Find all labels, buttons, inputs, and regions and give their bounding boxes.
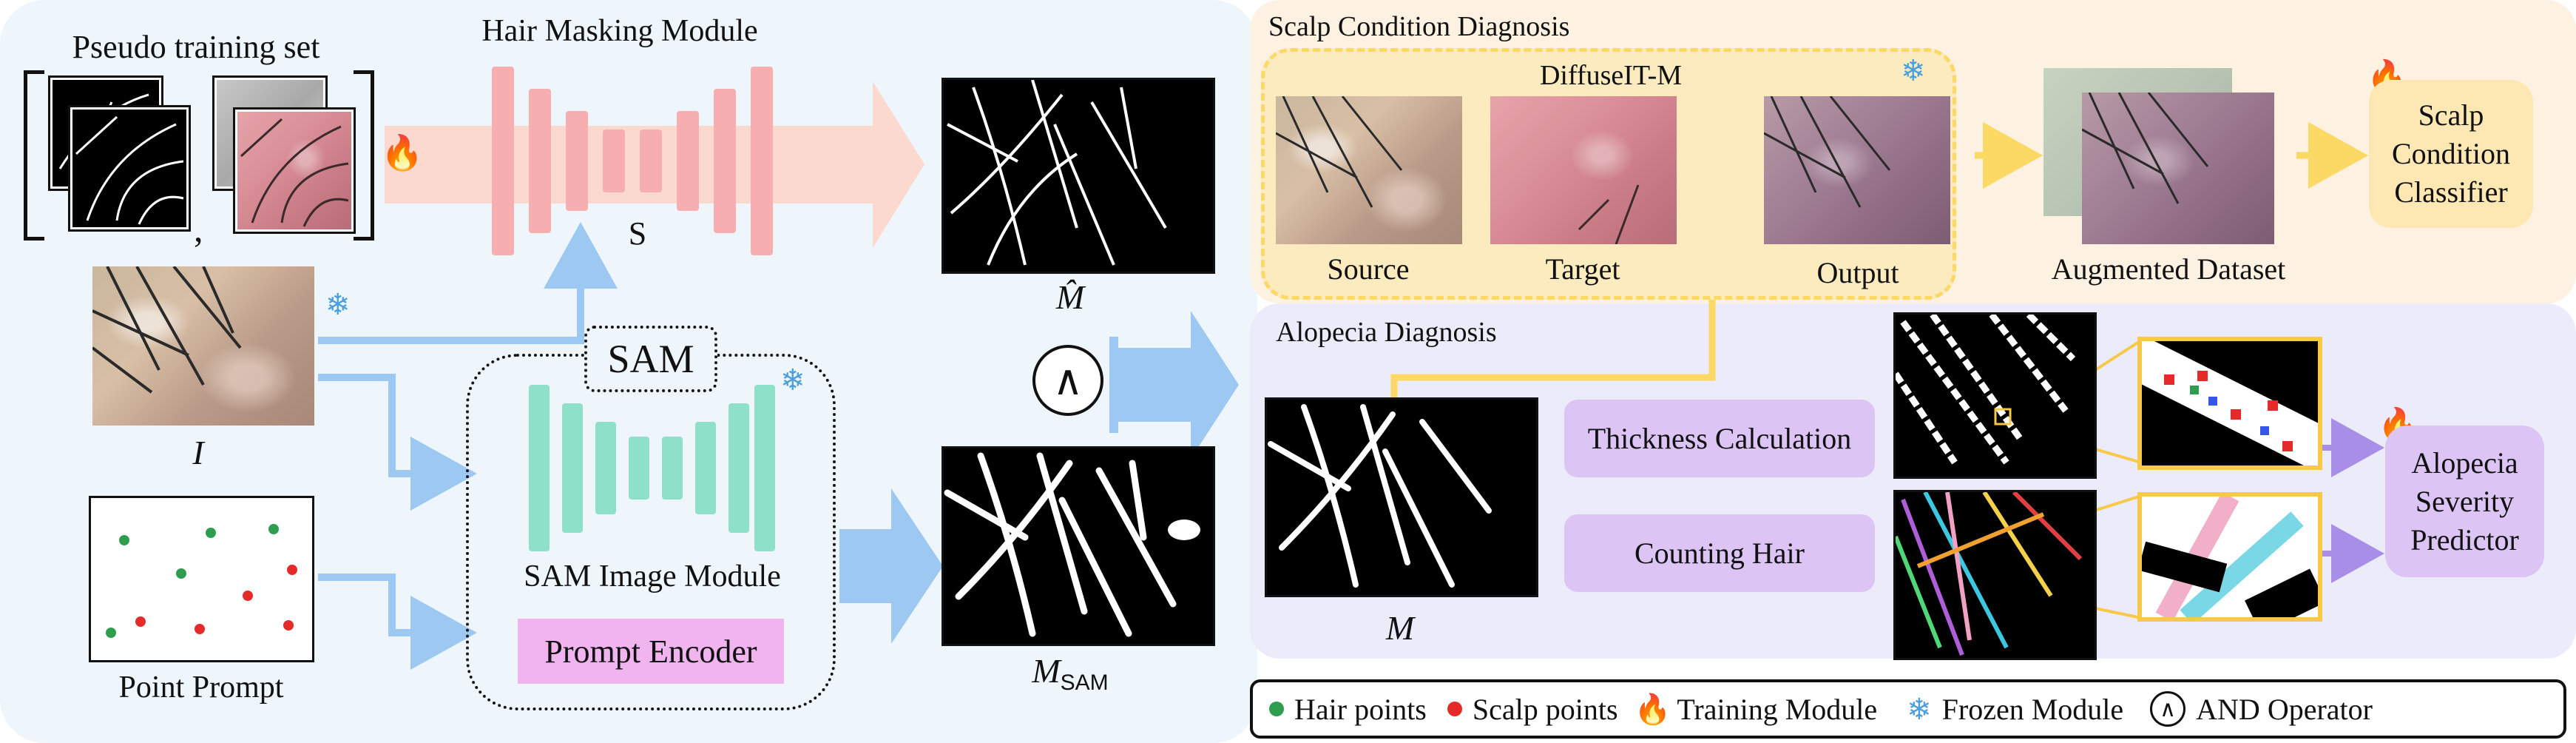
alopecia-m-label: M [1385,609,1415,647]
pseudo-set-right-bracket [354,70,374,241]
hair-masking-unet [484,67,780,259]
and-operator-icon: ∧ [2150,691,2186,727]
source-image [1275,95,1462,244]
pseudo-scalp-front [233,107,356,234]
alopecia-severity-predictor-box: Alopecia Severity Predictor [2385,426,2544,577]
legend-frozen: Frozen Module [1941,692,2124,726]
pseudo-set-left-bracket [24,70,44,241]
mhat-label: M̂ [1055,278,1085,316]
and-operator-icon: ∧ [1032,345,1103,416]
hair-masking-title: Hair Masking Module [481,14,758,48]
and-to-alopecia-arrow [1117,311,1239,459]
counting-hair-image [1893,490,2097,660]
thickness-zoom-image [2124,336,2337,472]
s-label: S [628,215,647,252]
augmented-label: Augmented Dataset [2051,252,2286,286]
input-i-label: I [192,434,204,471]
snowflake-icon: ❄ [1901,54,1926,87]
counting-zoom-image [2137,491,2326,634]
scalp-condition-classifier-box: Scalp Condition Classifier [2369,80,2533,228]
point-prompt-image [89,496,314,662]
alopecia-title: Alopecia Diagnosis [1276,317,1497,348]
thickness-calculation-box: Thickness Calculation [1564,400,1875,477]
scalp-condition-title: Scalp Condition Diagnosis [1268,11,1570,42]
legend-training: Training Module [1677,692,1878,726]
pseudo-mask-front [68,105,191,232]
target-image [1490,96,1677,245]
legend-hair-points: Hair points [1294,692,1427,726]
source-label: Source [1327,252,1410,286]
legend: Hair points Scalp points 🔥 Training Modu… [1250,679,2566,739]
augmented-image-front [2081,92,2274,244]
hair-point-legend-dot [1269,702,1284,716]
sam-title: SAM [584,326,717,392]
pseudo-set-comma: , [194,208,203,249]
prompt-encoder-box: Prompt Encoder [518,619,784,684]
diffuseit-m-title: DiffuseIT-M [1539,60,1683,91]
flame-icon: 🔥 [1634,692,1671,726]
pseudo-training-set-label: Pseudo training set [72,29,320,65]
mhat-mask-image [942,78,1215,274]
input-image-i [91,265,314,426]
snowflake-icon: ❄ [780,363,805,397]
snowflake-icon: ❄ [1907,692,1932,726]
legend-scalp-points: Scalp points [1472,692,1618,726]
snowflake-icon: ❄ [325,288,351,321]
legend-and-op: AND Operator [2196,692,2373,726]
point-prompt-label: Point Prompt [118,670,284,705]
output-label: Output [1816,256,1899,289]
scalp-point-legend-dot [1447,702,1462,716]
sam-to-msam-arrow [839,488,943,644]
target-label: Target [1545,252,1620,286]
msam-label: MSAM [1032,652,1109,696]
alopecia-m-image [1265,397,1538,597]
msam-mask-image [942,446,1215,646]
sam-image-module-unet [525,377,784,555]
flame-icon: 🔥 [381,134,424,172]
output-image [1763,95,1950,244]
counting-hair-box: Counting Hair [1564,514,1875,592]
thickness-hair-image [1893,312,2097,479]
sam-image-module-label: SAM Image Module [524,559,781,594]
